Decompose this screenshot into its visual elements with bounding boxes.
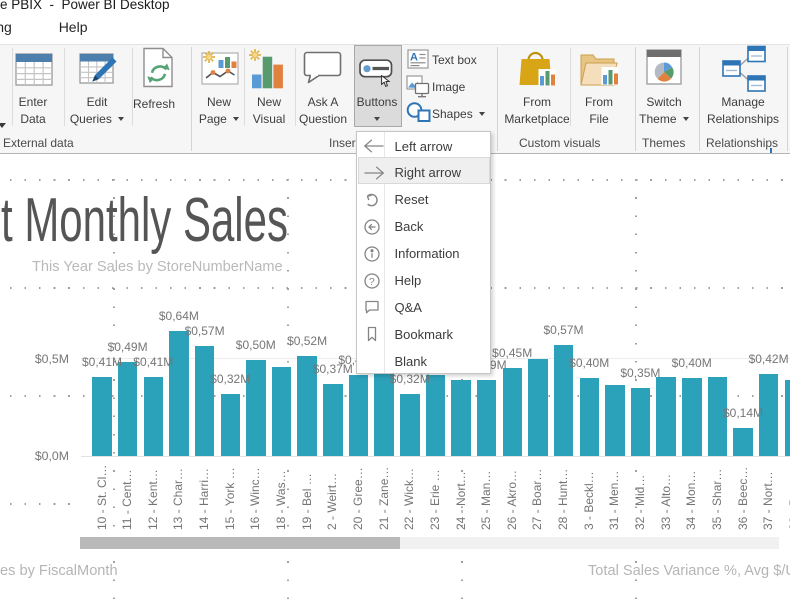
- svg-text:A: A: [410, 52, 418, 64]
- svg-text:?: ?: [368, 275, 374, 287]
